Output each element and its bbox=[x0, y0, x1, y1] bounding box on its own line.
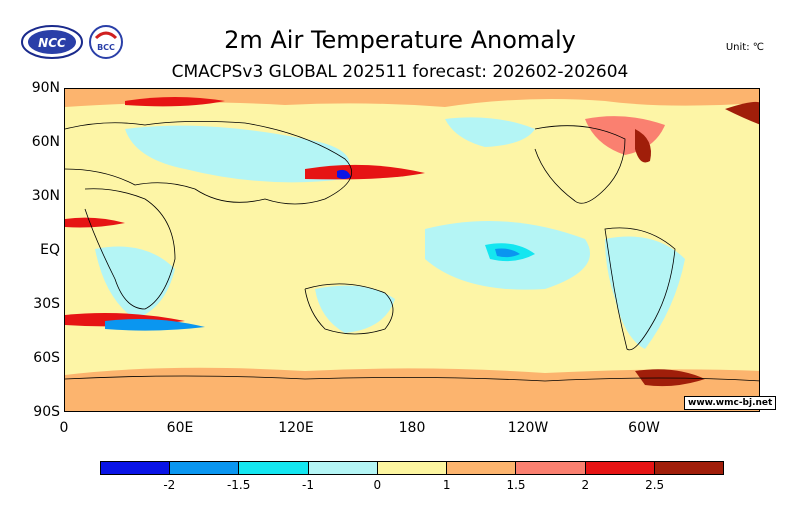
colorbar-cell bbox=[653, 462, 723, 474]
alaska-cool bbox=[445, 117, 535, 147]
colorbar-cell bbox=[584, 462, 654, 474]
map-title: 2m Air Temperature Anomaly bbox=[224, 26, 576, 54]
colorbar-label: 1.5 bbox=[506, 478, 526, 492]
lat-label-60s: 60S bbox=[33, 350, 60, 366]
indian-warm bbox=[65, 217, 125, 228]
colorbar-cell bbox=[376, 462, 447, 474]
colorbar-label: -2 bbox=[163, 478, 176, 492]
colorbar-cell bbox=[101, 462, 170, 474]
south-america-cool bbox=[605, 236, 685, 349]
lon-label-120e: 120E bbox=[278, 420, 314, 436]
lon-label-180: 180 bbox=[398, 420, 426, 436]
africa-cool bbox=[95, 246, 175, 319]
lon-label-60e: 60E bbox=[166, 420, 194, 436]
lon-label-0: 0 bbox=[59, 420, 69, 436]
colorbar-cell bbox=[169, 462, 239, 474]
colorbar-cell bbox=[446, 462, 516, 474]
svg-text:NCC: NCC bbox=[38, 36, 66, 50]
ncc-logo: NCC bbox=[21, 25, 83, 59]
svg-text:BCC: BCC bbox=[97, 43, 115, 52]
bcc-logo: BCC bbox=[89, 25, 123, 59]
asia-cool bbox=[125, 125, 350, 183]
colorbar-cell bbox=[307, 462, 377, 474]
anomaly-map bbox=[64, 88, 760, 412]
colorbar-cell bbox=[238, 462, 308, 474]
colorbar-label: -1.5 bbox=[226, 478, 251, 492]
lon-label-60w: 60W bbox=[628, 420, 660, 436]
map-subtitle: CMACPSv3 GLOBAL 202511 forecast: 202602-… bbox=[171, 62, 629, 82]
lat-label-30s: 30S bbox=[33, 296, 60, 312]
arctic-strong-warm-2 bbox=[725, 101, 759, 125]
colorbar-label: 0 bbox=[373, 478, 382, 492]
japan-cold-spot bbox=[337, 169, 351, 179]
australia-cool bbox=[315, 285, 395, 333]
colorbar-label: 2 bbox=[581, 478, 590, 492]
colorbar bbox=[100, 461, 724, 475]
colorbar-label: -1 bbox=[302, 478, 314, 492]
north-pacific-warm-strip bbox=[305, 164, 425, 180]
arctic-warm-region bbox=[65, 89, 759, 107]
colorbar-label: 2.5 bbox=[645, 478, 665, 492]
colorbar-cell bbox=[515, 462, 585, 474]
colorbar-label: 1 bbox=[442, 478, 451, 492]
watermark-url: www.wmc-bj.net bbox=[684, 396, 777, 410]
unit-label: Unit: ℃ bbox=[725, 42, 764, 53]
southern-ocean-cool bbox=[105, 319, 205, 331]
lat-label-90n: 90N bbox=[31, 80, 60, 96]
lat-label-30n: 30N bbox=[31, 188, 60, 204]
lat-label-eq: EQ bbox=[40, 242, 60, 258]
nw-atlantic-hot bbox=[635, 129, 651, 163]
arctic-strong-warm bbox=[125, 97, 225, 107]
nino-core-2 bbox=[495, 248, 520, 258]
antarctic-warm bbox=[65, 367, 759, 411]
lat-label-90s: 90S bbox=[33, 404, 60, 420]
lon-label-120w: 120W bbox=[507, 420, 549, 436]
lat-label-60n: 60N bbox=[31, 134, 60, 150]
coastlines bbox=[65, 121, 759, 382]
